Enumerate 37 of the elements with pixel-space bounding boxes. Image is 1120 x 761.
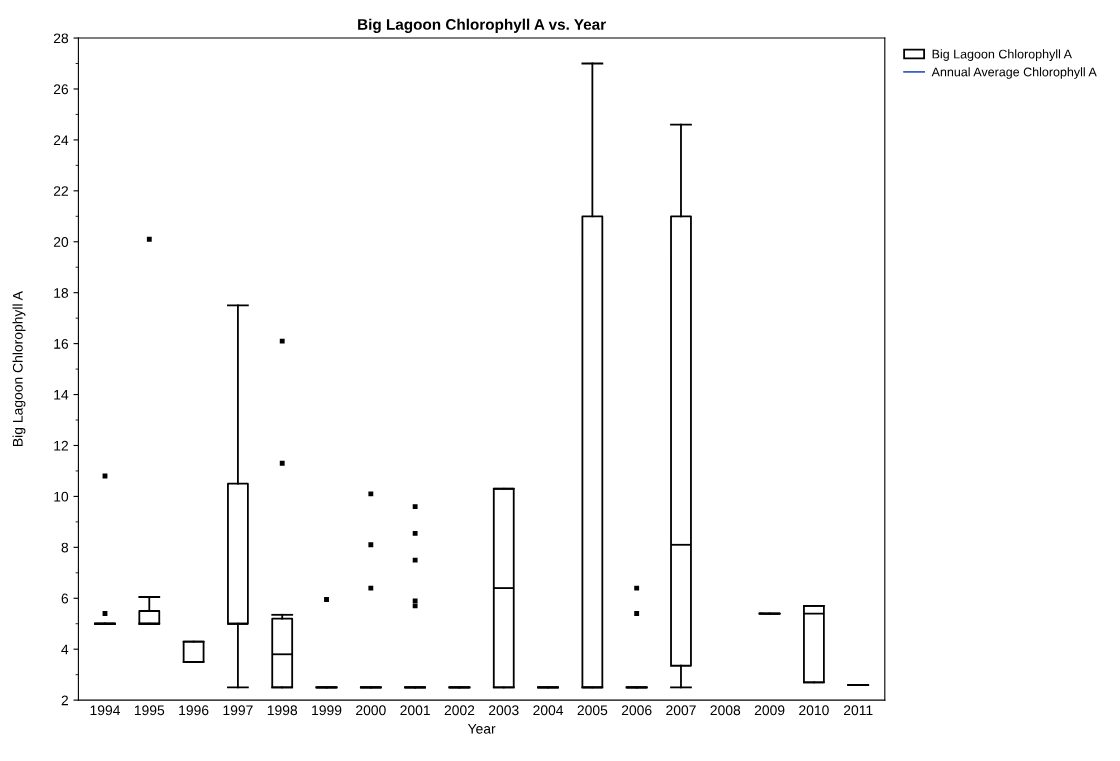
x-tick-label: 2008 <box>710 705 741 716</box>
x-tick-label: 2002 <box>444 705 475 716</box>
x-tick-label: 1995 <box>134 705 165 716</box>
y-tick-label: 6 <box>61 593 69 604</box>
x-tick-label: 2004 <box>533 705 564 716</box>
y-tick-label: 8 <box>61 542 69 553</box>
x-tick-label: 2007 <box>666 705 696 716</box>
x-tick-label: 2011 <box>843 705 873 716</box>
y-tick-label: 22 <box>53 186 68 196</box>
x-tick-label: 1998 <box>267 705 298 716</box>
x-tick-label: 2000 <box>356 705 386 716</box>
y-tick-label: 4 <box>61 644 69 655</box>
x-tick-label: 1997 <box>223 705 253 716</box>
chart-title: Big Lagoon Chlorophyll A vs. Year <box>358 18 606 33</box>
y-tick-label: 20 <box>53 237 69 247</box>
y-tick-label: 12 <box>54 440 68 451</box>
y-tick-label: 18 <box>54 288 69 298</box>
x-tick-label: 2005 <box>577 705 608 716</box>
y-axis-title: Big Lagoon Chlorophyll A <box>12 291 26 446</box>
y-tick-label: 24 <box>53 135 69 145</box>
y-tick-label: 28 <box>53 33 69 44</box>
y-tick-label: 14 <box>54 390 69 400</box>
x-tick-label: 2010 <box>799 705 829 716</box>
y-tick-label: 26 <box>53 84 69 95</box>
legend-label: Big Lagoon Chlorophyll A <box>932 49 1072 61</box>
x-tick-label: 1994 <box>90 705 121 716</box>
legend-label: Annual Average Chlorophyll A <box>931 67 1097 79</box>
y-tick-label: 10 <box>54 491 69 502</box>
x-tick-label: 2006 <box>621 705 652 716</box>
y-tick-label: 16 <box>54 338 69 349</box>
x-tick-label: 2009 <box>754 705 785 716</box>
x-tick-label: 2001 <box>400 705 430 716</box>
x-tick-label: 1999 <box>312 705 342 716</box>
x-axis-title: Year <box>467 723 496 734</box>
x-tick-label: 2003 <box>489 705 519 716</box>
x-tick-label: 1996 <box>179 705 209 716</box>
y-tick-label: 2 <box>61 695 68 706</box>
